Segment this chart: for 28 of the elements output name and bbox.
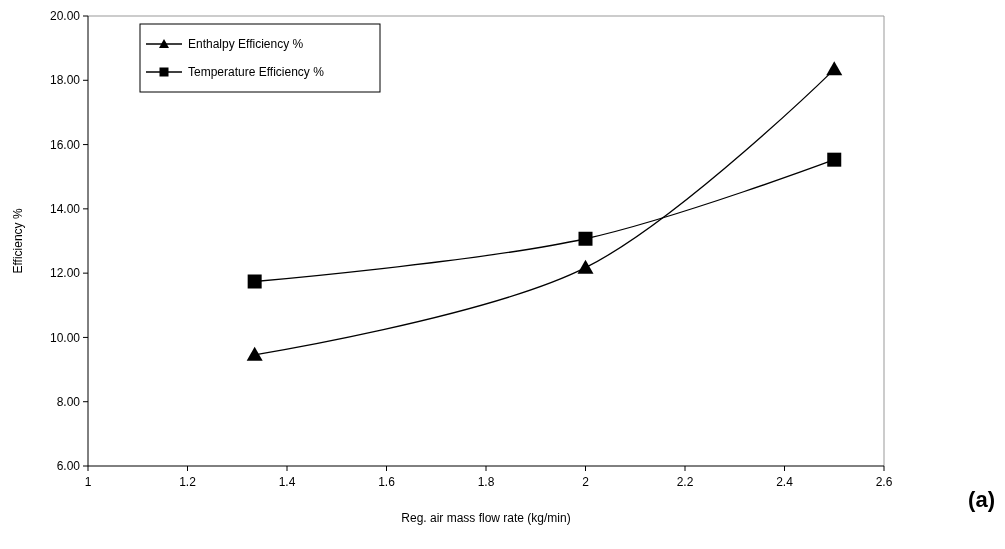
x-tick-label: 1 — [84, 475, 92, 489]
point — [827, 152, 842, 167]
y-tick-label: 10.00 — [49, 330, 81, 345]
x-tick-label: 2.4 — [776, 475, 794, 489]
x-tick-label: 1.8 — [477, 475, 495, 489]
y-axis-title: Efficiency % — [11, 208, 25, 274]
x-tick-label: 1.6 — [378, 475, 396, 489]
y-tick-label: 16.00 — [49, 137, 81, 152]
x-axis-title: Reg. air mass flow rate (kg/min) — [401, 511, 571, 525]
y-tick-label: 12.00 — [49, 266, 81, 281]
x-tick-label: 2 — [582, 475, 590, 489]
point — [247, 274, 262, 289]
x-tick-label: 1.2 — [179, 475, 197, 489]
point — [246, 346, 263, 361]
y-tick-label: 8.00 — [56, 394, 81, 409]
point — [578, 231, 593, 246]
point — [826, 61, 843, 76]
y-tick-label: 14.00 — [49, 202, 81, 217]
legend-label: Temperature Efficiency % — [188, 65, 325, 80]
legend-label: Enthalpy Efficiency % — [188, 37, 304, 52]
point — [577, 259, 594, 274]
y-tick-label: 6.00 — [56, 459, 81, 474]
x-tick-label: 2.2 — [676, 475, 694, 489]
text: (a) — [968, 487, 995, 512]
x-tick-label: 2.6 — [875, 475, 893, 489]
y-tick-label: 20.00 — [49, 9, 81, 24]
y-tick-label: 18.00 — [49, 73, 81, 88]
x-tick-label: 1.4 — [278, 475, 296, 489]
